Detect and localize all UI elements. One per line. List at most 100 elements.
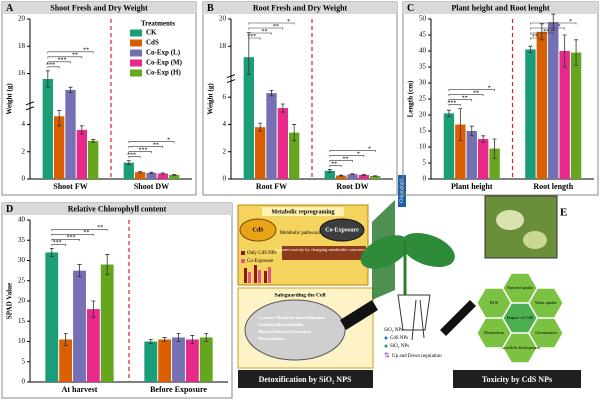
error-bar [446, 109, 451, 117]
pathways-label: Metabolic pathways [280, 231, 320, 236]
error-bar [138, 171, 143, 174]
chart-title: Plant height and Root lenght [451, 3, 550, 12]
error-bar [339, 174, 344, 177]
x-tick-label: Root FW [256, 182, 287, 191]
bar [358, 174, 370, 179]
y-tick-label: 35 [18, 236, 26, 244]
sig-bracket [530, 22, 577, 25]
toxicity-bg [453, 370, 581, 388]
safeguard-item: Physical Barrier Formation [258, 329, 312, 334]
error-bar [45, 70, 50, 88]
sig-label: ** [532, 34, 538, 40]
sig-bracket [448, 99, 473, 102]
key-dot [384, 336, 388, 340]
sig-label: ** [262, 29, 268, 35]
bar [199, 337, 213, 382]
bar [559, 51, 570, 179]
y-tick-label: 0 [22, 175, 26, 183]
sig-label: * [287, 19, 290, 25]
bar [158, 339, 172, 382]
bar [100, 264, 114, 382]
sig-label: *** [67, 235, 76, 241]
sig-bracket [128, 146, 164, 149]
error-bar [280, 103, 285, 113]
hexagon-label: Metabolism [484, 330, 505, 335]
bar [73, 270, 86, 382]
mini-bars [244, 265, 271, 283]
y-tick-label: 25 [18, 276, 26, 284]
bar [254, 127, 266, 179]
bar [42, 79, 53, 179]
sig-label: ** [462, 95, 468, 101]
bar [157, 173, 169, 179]
y-tick-label: 20 [18, 15, 26, 23]
bar [172, 337, 185, 382]
panel-letter: E [560, 207, 567, 219]
hexagon-label: ROS [490, 300, 499, 305]
y-tick-label: 18 [18, 42, 26, 50]
sig-label: *** [53, 240, 62, 246]
error-bar [63, 333, 68, 346]
error-bar [172, 174, 177, 176]
sig-label: * [167, 137, 170, 143]
legend-label: Co-Exp (M) [146, 59, 183, 67]
bar [144, 341, 158, 382]
bar [335, 175, 347, 179]
hexagon [502, 272, 538, 304]
hexagon [476, 317, 512, 349]
legend-swatch [241, 251, 245, 255]
bar [53, 116, 65, 179]
y-tick-label: 2 [223, 147, 227, 155]
bar [489, 148, 500, 179]
bar [347, 174, 358, 179]
hexagon-label: Water uptake [535, 300, 557, 305]
y-tick-label: 20 [18, 297, 26, 305]
sig-label: *** [447, 100, 456, 106]
panel-header [403, 2, 598, 14]
error-bar [77, 264, 82, 278]
y-tick-label: 15 [18, 317, 26, 325]
sig-label: * [488, 85, 491, 91]
error-bar [539, 23, 544, 41]
y-tick-label: 2 [22, 147, 26, 155]
y-tick-label: 40 [18, 216, 26, 224]
x-tick-label: At harvest [62, 385, 98, 394]
legend-swatch [130, 29, 142, 37]
detox-label: Detoxification by SiO₂ NPS [259, 375, 352, 384]
error-bar [105, 254, 110, 276]
error-bar [176, 333, 181, 342]
x-tick-label: Root length [533, 182, 573, 191]
coexp-label: Co-Exposure [325, 227, 359, 233]
error-bar [79, 125, 84, 135]
y-tick-label: 16 [18, 69, 26, 77]
safeguard-item: Phytochelatin [258, 336, 285, 341]
sig-label: ** [273, 24, 279, 30]
sig-bracket [530, 37, 543, 40]
y-tick-label: 25 [419, 95, 427, 103]
bar [324, 170, 335, 179]
y-tick-label: 35 [419, 63, 427, 71]
metabolic-title-bg [262, 207, 344, 216]
legend-label: Co-Exp (L) [146, 49, 181, 57]
error-bar [190, 335, 195, 344]
sig-label: ** [83, 48, 89, 54]
y-tick-label: 5 [22, 357, 26, 365]
sig-bracket [329, 165, 342, 167]
bar [86, 309, 100, 382]
error-bar [469, 125, 474, 137]
sig-bracket [248, 22, 295, 25]
sig-label: ** [97, 225, 103, 231]
bar [570, 52, 582, 179]
bar [146, 172, 157, 179]
sig-bracket [51, 244, 66, 246]
sig-label: *** [139, 147, 148, 153]
y-axis-label: Length (cm) [407, 80, 415, 117]
hexagon-label: Nutrient uptake [507, 285, 533, 290]
y-tick-label: 6 [223, 93, 227, 101]
error-bar [57, 110, 62, 127]
cds-node [239, 218, 277, 242]
panel-letter: C [407, 3, 414, 14]
sig-bracket [128, 151, 152, 154]
y-tick-label: 4 [22, 120, 26, 128]
sig-label: ** [343, 156, 349, 162]
